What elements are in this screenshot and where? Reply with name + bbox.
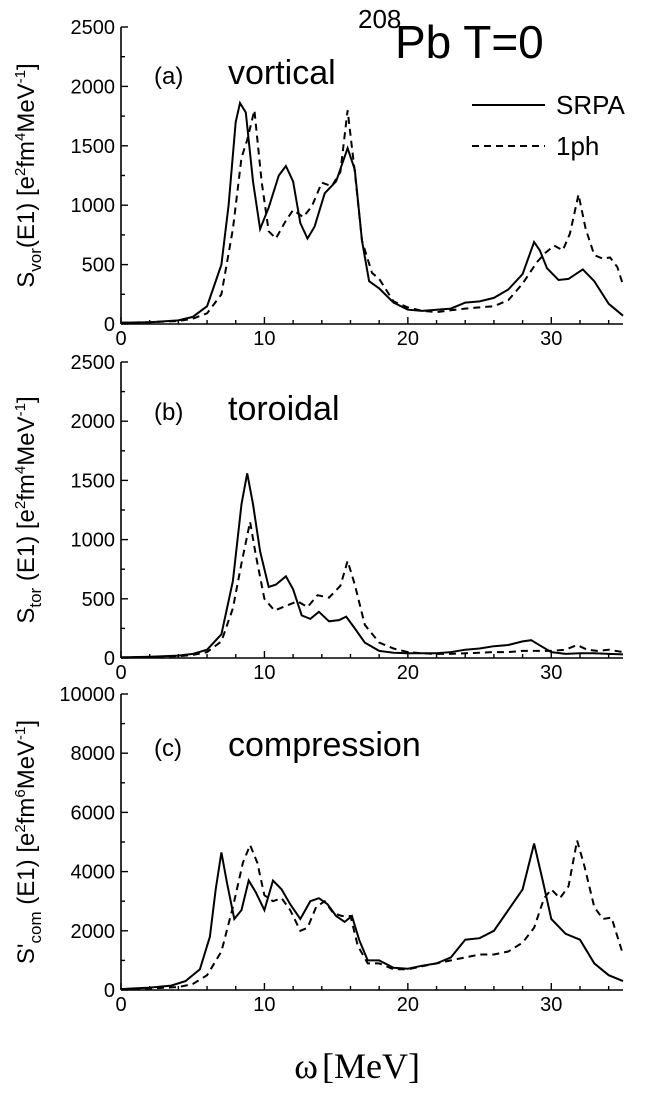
y-tick-label: 1000 bbox=[71, 195, 116, 217]
panel-label: (c) bbox=[154, 735, 182, 762]
x-tick-label: 30 bbox=[540, 994, 562, 1016]
y-axis-label: Stor (E1) [e2fm4MeV-1] bbox=[12, 396, 45, 623]
series-srpa-line bbox=[120, 843, 624, 991]
y-tick-label: 2500 bbox=[71, 17, 116, 39]
legend-label-1ph: 1ph bbox=[556, 131, 599, 161]
panel-name: compression bbox=[228, 726, 421, 764]
panel-compression: 0 2000 4000 6000 8000 10000 0 10 20 30 S'com (E1) … bbox=[12, 684, 624, 1016]
y-tick-label: 2500 bbox=[71, 352, 116, 374]
x-tick-label: 30 bbox=[540, 662, 562, 684]
panel-toroidal: 0 500 1000 1500 2000 2500 0 10 20 30 Stor (E1) [e2… bbox=[12, 352, 624, 684]
panel-vortical: 0 500 1000 1500 2000 2500 0 10 20 30 Svor(E1) [e2f… bbox=[12, 17, 624, 350]
panel-name: toroidal bbox=[228, 390, 340, 428]
y-tick-label: 500 bbox=[82, 589, 115, 611]
series-1ph-line bbox=[120, 109, 624, 324]
y-tick-label: 2000 bbox=[71, 411, 116, 433]
y-axis-label: Svor(E1) [e2fm4MeV-1] bbox=[12, 63, 45, 287]
x-tick-label: 20 bbox=[397, 328, 419, 350]
y-tick-label: 4000 bbox=[71, 862, 116, 884]
panel-label: (b) bbox=[154, 399, 183, 426]
panel-name: vortical bbox=[228, 54, 336, 92]
x-tick-label: 30 bbox=[540, 328, 562, 350]
y-tick-label: 1500 bbox=[71, 470, 116, 492]
x-tick-label: 20 bbox=[397, 994, 419, 1016]
x-tick-label: 20 bbox=[397, 662, 419, 684]
x-tick-label: 0 bbox=[115, 994, 126, 1016]
y-tick-label: 6000 bbox=[71, 802, 116, 824]
y-tick-label: 0 bbox=[104, 314, 115, 336]
x-tick-label: 0 bbox=[115, 328, 126, 350]
series-1ph-line bbox=[120, 521, 624, 659]
y-tick-label: 2000 bbox=[71, 921, 116, 943]
y-tick-label: 10000 bbox=[59, 684, 115, 706]
y-axis-label: S'com (E1) [e2fm6MeV-1] bbox=[12, 720, 45, 964]
legend-label-srpa: SRPA bbox=[556, 90, 626, 120]
x-axis-label-unit: [MeV] bbox=[322, 1046, 420, 1086]
x-tick-label: 10 bbox=[253, 328, 275, 350]
panel-label: (a) bbox=[154, 63, 183, 90]
legend: SRPA 1ph bbox=[472, 90, 626, 161]
x-axis-label: ω [MeV] bbox=[294, 1046, 420, 1086]
series-1ph-line bbox=[120, 840, 624, 991]
y-tick-label: 8000 bbox=[71, 743, 116, 765]
y-tick-label: 0 bbox=[104, 648, 115, 670]
title-main: Pb T=0 bbox=[395, 16, 544, 68]
x-tick-label: 10 bbox=[253, 994, 275, 1016]
y-tick-label: 0 bbox=[104, 980, 115, 1002]
y-tick-label: 1000 bbox=[71, 530, 116, 552]
y-tick-label: 2000 bbox=[71, 76, 116, 98]
x-tick-label: 10 bbox=[253, 662, 275, 684]
x-axis-label-symbol: ω bbox=[294, 1046, 318, 1086]
x-tick-label: 0 bbox=[115, 662, 126, 684]
y-tick-label: 1500 bbox=[71, 136, 116, 158]
series-srpa-line bbox=[120, 473, 624, 659]
figure-title: 208 Pb T=0 bbox=[358, 4, 544, 68]
y-tick-label: 500 bbox=[82, 255, 115, 277]
series-srpa-line bbox=[120, 100, 624, 324]
title-nucleus-superscript: 208 bbox=[358, 4, 401, 34]
